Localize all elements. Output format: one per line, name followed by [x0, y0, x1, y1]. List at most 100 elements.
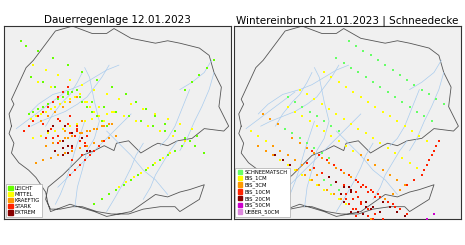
- Point: [355, 180, 362, 184]
- Point: [171, 149, 179, 153]
- Point: [91, 149, 98, 153]
- Point: [73, 129, 81, 133]
- Point: [71, 168, 79, 172]
- Point: [66, 124, 74, 128]
- Point: [54, 153, 61, 157]
- Point: [347, 190, 355, 194]
- Point: [73, 122, 81, 126]
- Point: [345, 173, 352, 177]
- Point: [416, 222, 423, 226]
- Point: [396, 207, 404, 211]
- Point: [365, 207, 372, 211]
- Point: [47, 85, 54, 89]
- Point: [73, 95, 81, 99]
- Point: [64, 63, 71, 67]
- Point: [61, 124, 69, 128]
- Point: [338, 197, 345, 201]
- Point: [120, 183, 127, 187]
- Point: [377, 85, 384, 89]
- Point: [142, 168, 149, 172]
- Point: [193, 134, 201, 138]
- Point: [161, 129, 169, 133]
- Point: [423, 139, 431, 143]
- Point: [401, 124, 408, 128]
- Point: [115, 97, 123, 101]
- Point: [81, 141, 88, 145]
- Point: [22, 44, 30, 48]
- Point: [342, 202, 350, 206]
- Point: [83, 100, 91, 104]
- Point: [125, 114, 133, 118]
- Point: [365, 158, 372, 162]
- Point: [57, 102, 64, 106]
- Point: [379, 168, 386, 172]
- Point: [326, 161, 333, 165]
- Point: [425, 158, 433, 162]
- Point: [384, 90, 392, 94]
- Point: [413, 166, 421, 170]
- Point: [316, 183, 323, 187]
- Point: [323, 188, 330, 192]
- Point: [108, 122, 115, 126]
- Point: [34, 107, 42, 111]
- Point: [284, 163, 291, 167]
- Point: [76, 146, 84, 150]
- Point: [49, 124, 57, 128]
- Point: [30, 63, 37, 67]
- Point: [279, 158, 286, 162]
- Point: [357, 185, 365, 189]
- Point: [350, 90, 357, 94]
- Point: [399, 100, 406, 104]
- Point: [71, 134, 79, 138]
- Point: [61, 136, 69, 140]
- Point: [308, 149, 316, 153]
- Point: [369, 136, 377, 140]
- Point: [132, 119, 140, 123]
- Point: [328, 134, 335, 138]
- Point: [73, 88, 81, 92]
- Point: [49, 136, 57, 140]
- Point: [335, 188, 343, 192]
- Point: [404, 183, 411, 187]
- Point: [100, 124, 108, 128]
- Point: [389, 202, 396, 206]
- Point: [299, 173, 306, 177]
- Point: [64, 85, 71, 89]
- Point: [381, 63, 389, 67]
- Point: [328, 75, 335, 79]
- Point: [69, 158, 76, 162]
- Point: [384, 200, 392, 204]
- Point: [357, 153, 365, 157]
- Point: [59, 127, 66, 131]
- Point: [303, 146, 311, 150]
- Point: [391, 95, 399, 99]
- Point: [296, 141, 304, 145]
- Point: [328, 183, 335, 187]
- Point: [79, 100, 86, 104]
- Point: [127, 178, 135, 182]
- Point: [386, 205, 394, 209]
- Point: [44, 114, 52, 118]
- Point: [98, 139, 106, 143]
- Point: [318, 156, 325, 160]
- Point: [303, 141, 311, 145]
- Point: [59, 139, 66, 143]
- Point: [73, 124, 81, 128]
- Point: [299, 105, 306, 109]
- Point: [91, 127, 98, 131]
- Point: [420, 168, 428, 172]
- Point: [433, 144, 440, 148]
- Point: [347, 122, 355, 126]
- Point: [210, 58, 218, 62]
- Point: [98, 197, 106, 201]
- Point: [320, 119, 328, 123]
- Point: [145, 166, 152, 170]
- Point: [404, 78, 411, 82]
- Point: [127, 102, 135, 106]
- Point: [83, 105, 91, 109]
- Point: [320, 178, 328, 182]
- Point: [340, 183, 347, 187]
- Point: [374, 193, 382, 196]
- Point: [71, 134, 79, 138]
- Polygon shape: [239, 26, 458, 216]
